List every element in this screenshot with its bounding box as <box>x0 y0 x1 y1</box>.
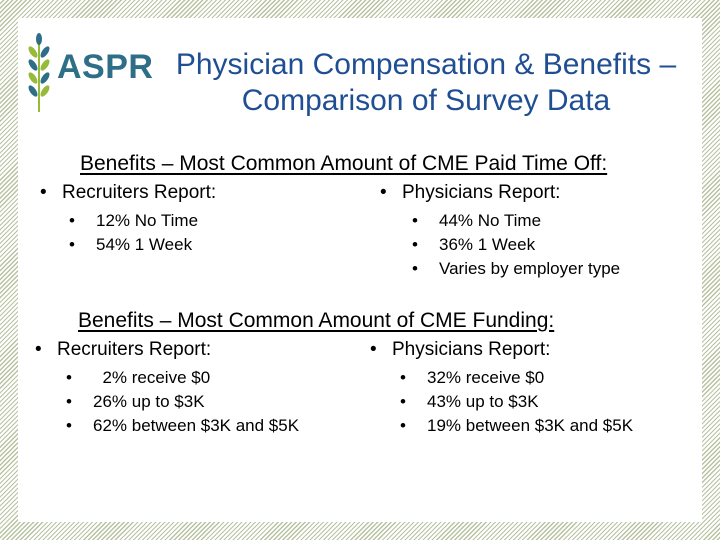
section-1-recruiters: • Recruiters Report: • 12% No Time • 54% 1 … <box>40 181 216 257</box>
title-line-1: Physician Compensation & Benefits – <box>175 48 677 81</box>
slide: ASPR Physician Compensation & Benefits –… <box>18 18 702 522</box>
section-1-heading: Benefits – Most Common Amount of CME Pai… <box>80 152 608 175</box>
list-item: • 19% between $3K and $5K <box>400 416 634 435</box>
list-item: • 2% receive $0 <box>66 368 211 387</box>
section-2-heading: Benefits – Most Common Amount of CME Fun… <box>78 309 555 332</box>
list-item: • 26% up to $3K <box>66 392 205 411</box>
recruiters-label: Recruiters Report: <box>57 339 212 360</box>
physicians-label: Physicians Report: <box>402 182 561 203</box>
list-item: • 43% up to $3K <box>400 392 539 411</box>
bullet-physicians: • Physicians Report: <box>380 182 561 203</box>
bullet-recruiters: • Recruiters Report: <box>40 182 217 203</box>
title-line-2: Comparison of Survey Data <box>241 84 611 117</box>
list-item: • Varies by employer type <box>412 259 621 278</box>
section-2-recruiters: • Recruiters Report: • 2% receive $0 • 26%… <box>35 338 299 438</box>
list-item: • 62% between $3K and $5K <box>66 416 300 435</box>
bullet-recruiters: • Recruiters Report: <box>35 339 212 360</box>
bullet-physicians: • Physicians Report: <box>370 339 551 360</box>
section-2-physicians: • Physicians Report: • 32% receive $0 • 43%… <box>370 338 633 438</box>
list-item: • 54% 1 Week <box>69 235 193 254</box>
wheat-icon <box>28 33 50 112</box>
logo-text: ASPR <box>57 48 154 86</box>
recruiters-label: Recruiters Report: <box>62 182 217 203</box>
list-item: • 32% receive $0 <box>400 368 545 387</box>
list-item: • 44% No Time <box>412 211 542 230</box>
page-title: Physician Compensation & Benefits – Comp… <box>156 47 696 119</box>
list-item: • 12% No Time <box>69 211 199 230</box>
list-item: • 36% 1 Week <box>412 235 536 254</box>
section-1-physicians: • Physicians Report: • 44% No Time • 36% 1 … <box>380 181 620 281</box>
physicians-label: Physicians Report: <box>392 339 551 360</box>
